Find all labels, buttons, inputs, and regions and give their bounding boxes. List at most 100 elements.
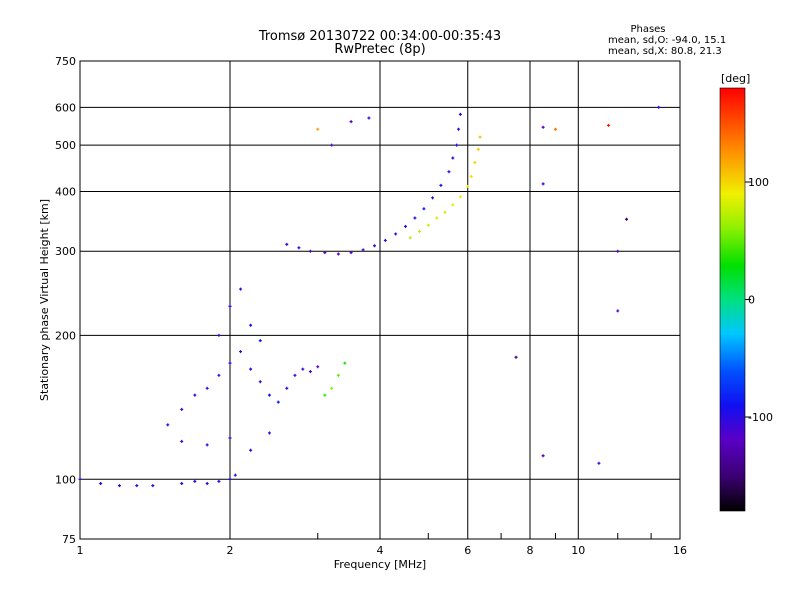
data-point [349, 251, 353, 255]
grid-lines [80, 61, 680, 539]
data-point [276, 400, 280, 404]
data-point [228, 436, 232, 440]
data-point [478, 135, 482, 139]
data-point [228, 361, 232, 365]
data-point [239, 350, 243, 354]
data-point [249, 367, 253, 371]
data-point [180, 407, 184, 411]
data-point [553, 127, 557, 131]
data-point [135, 484, 139, 488]
data-point [394, 232, 398, 236]
x-tick-label: 16 [673, 544, 687, 557]
data-point [249, 323, 253, 327]
data-point [308, 370, 312, 374]
data-point [180, 439, 184, 443]
y-tick-label: 500 [55, 139, 76, 152]
stats-heading: Phases [630, 24, 665, 35]
data-point [301, 367, 305, 371]
x-tick-label: 8 [527, 544, 534, 557]
data-point [330, 386, 334, 390]
data-point [417, 229, 421, 233]
data-point [180, 481, 184, 485]
data-point [336, 373, 340, 377]
x-tick-label: 10 [571, 544, 585, 557]
chart-title: Tromsø 20130722 00:34:00-00:35:43 [258, 29, 501, 44]
colorbar-label: [deg] [721, 72, 750, 85]
data-point [217, 373, 221, 377]
data-point [413, 216, 417, 220]
series-lower-f-cluster [166, 287, 347, 452]
data-point [597, 461, 601, 465]
data-point [625, 217, 629, 221]
data-point [151, 484, 155, 488]
y-tick-label: 200 [55, 329, 76, 342]
data-point [447, 170, 451, 174]
data-point [293, 373, 297, 377]
y-axis-ticks: 75 100 200 300 400 500 600 750 [55, 55, 76, 546]
data-point [373, 244, 377, 248]
data-point [514, 355, 518, 359]
data-point [285, 242, 289, 246]
data-point [258, 380, 262, 384]
data-point [308, 249, 312, 253]
data-point [476, 147, 480, 151]
data-point [297, 246, 301, 250]
data-point [258, 339, 262, 343]
data-point [217, 333, 221, 337]
data-point [99, 481, 103, 485]
data-point [267, 431, 271, 435]
data-point [330, 143, 334, 147]
stats-line-o: mean, sd,O: -94.0, 15.1 [608, 35, 726, 46]
stats-line-x: mean, sd,X: 80.8, 21.3 [608, 46, 722, 57]
series-x-mode-f2-trace [408, 135, 482, 240]
data-point [316, 365, 320, 369]
data-point [422, 207, 426, 211]
data-point [541, 454, 545, 458]
data-point [457, 127, 461, 131]
data-point [455, 143, 459, 147]
data-point [458, 112, 462, 116]
y-tick-label: 100 [55, 473, 76, 486]
x-tick-label: 6 [464, 544, 471, 557]
data-point [616, 309, 620, 313]
data-point [367, 116, 371, 120]
data-point [541, 125, 545, 129]
colorbar-tick-label: -100 [748, 411, 773, 424]
data-point [117, 484, 121, 488]
data-point [458, 195, 462, 199]
x-tick-label: 1 [77, 544, 84, 557]
x-tick-label: 2 [227, 544, 234, 557]
data-point [383, 238, 387, 242]
y-tick-label: 400 [55, 185, 76, 198]
y-tick-label: 600 [55, 101, 76, 114]
data-points [78, 105, 661, 488]
data-point [473, 160, 477, 164]
colorbar-tick-label: 0 [748, 294, 755, 307]
data-point [285, 386, 289, 390]
data-point [249, 448, 253, 452]
data-point [78, 477, 82, 481]
data-point [323, 393, 327, 397]
data-point [541, 182, 545, 186]
series-e-layer-trace [78, 473, 237, 488]
data-point [205, 386, 209, 390]
series-scattered-echoes [316, 105, 661, 465]
chart-subtitle: RwPretec (8p) [334, 42, 425, 57]
data-point [451, 203, 455, 207]
colorbar-tick-label: 100 [748, 176, 769, 189]
y-tick-label: 750 [55, 55, 76, 68]
data-point [403, 224, 407, 228]
data-point [469, 174, 473, 178]
data-point [205, 443, 209, 447]
data-point [166, 423, 170, 427]
data-point [267, 393, 271, 397]
x-axis-ticks: 1 2 4 6 8 10 16 [77, 544, 688, 557]
data-point [439, 183, 443, 187]
data-point [451, 156, 455, 160]
data-point [607, 123, 611, 127]
data-point [228, 477, 232, 481]
colorbar [719, 87, 746, 512]
data-point [435, 216, 439, 220]
data-point [239, 287, 243, 291]
